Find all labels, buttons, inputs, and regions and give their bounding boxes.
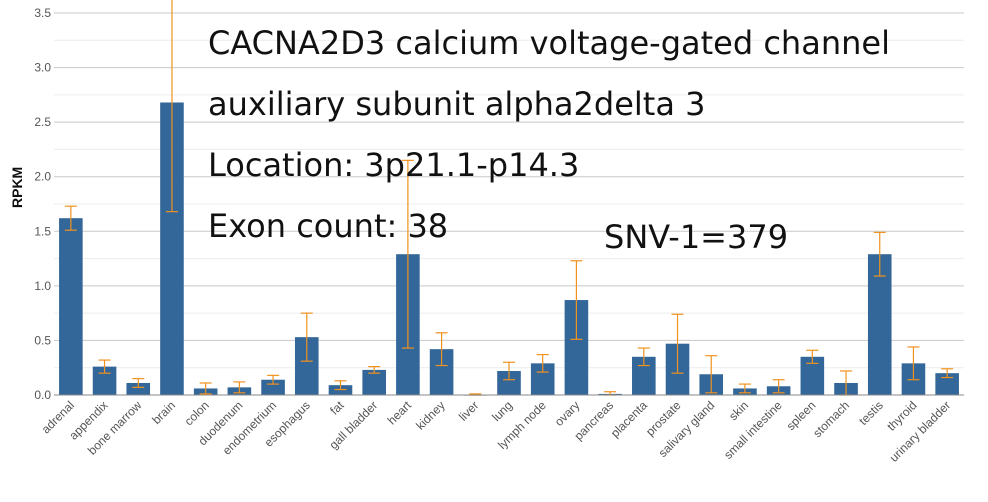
error-bar	[199, 382, 212, 395]
y-tick-label: 3.0	[34, 61, 51, 75]
bar-lymph-node	[530, 363, 555, 395]
bar-brain	[160, 102, 184, 396]
error-bar	[300, 312, 313, 362]
error-bar	[705, 355, 718, 394]
error-bar	[368, 366, 381, 374]
bar-gall-bladder	[362, 369, 386, 395]
x-tick-label: urinary bladder	[887, 398, 954, 465]
error-bar	[941, 368, 954, 379]
y-axis-ticks: 0.0 0.5 1.0 1.5 2.0 2.5 3.0 3.5	[34, 6, 51, 402]
bar-esophagus	[294, 337, 319, 395]
x-tick-label: heart	[385, 398, 415, 428]
error-bar	[806, 349, 819, 364]
gene-title-line-2: auxiliary subunit alpha2delta 3	[208, 85, 706, 123]
y-tick-label: 0.5	[34, 333, 51, 347]
error-bar	[536, 354, 549, 373]
bar-lung	[497, 370, 521, 395]
gene-exon-count: Exon count: 38	[208, 207, 449, 245]
error-bar	[637, 347, 650, 367]
y-axis-label: RPKM	[9, 166, 25, 208]
bar-urinary-bladder	[935, 373, 959, 395]
bar-adrenal	[59, 218, 83, 395]
error-bar	[738, 383, 751, 394]
x-tick-label: ovary	[552, 398, 583, 429]
error-bar	[165, 0, 178, 213]
bar-ovary	[564, 300, 589, 395]
error-bar	[503, 361, 515, 381]
y-tick-label: 2.5	[34, 115, 51, 129]
error-bar	[907, 346, 920, 381]
error-bar	[570, 260, 583, 340]
error-bar	[873, 231, 886, 277]
x-tick-label: stomach	[810, 398, 852, 440]
y-tick-label: 1.5	[34, 224, 51, 238]
error-bars	[64, 0, 954, 396]
y-tick-label: 0.0	[34, 388, 51, 402]
snv-count: SNV-1=379	[604, 218, 789, 256]
gene-title-line-1: CACNA2D3 calcium voltage-gated channel	[208, 24, 890, 62]
x-tick-label: skin	[726, 398, 751, 423]
gene-location: Location: 3p21.1-p14.3	[208, 146, 580, 184]
x-tick-label: lung	[489, 398, 515, 424]
error-bar	[267, 374, 280, 385]
error-bar	[64, 205, 77, 231]
x-tick-label: colon	[182, 398, 212, 428]
y-tick-label: 2.0	[34, 170, 51, 184]
x-tick-label: testis	[856, 398, 886, 428]
error-bar	[132, 378, 145, 388]
error-bar	[772, 379, 785, 394]
error-bar	[671, 313, 684, 374]
bar-placenta	[632, 356, 656, 395]
x-tick-label: brain	[149, 398, 178, 427]
bar-testis	[867, 254, 892, 395]
error-bar	[334, 380, 347, 391]
error-bar	[401, 159, 414, 349]
x-tick-label: placenta	[608, 398, 650, 440]
bar-bone-marrow	[126, 382, 151, 395]
error-bar	[435, 332, 448, 367]
error-bar	[233, 381, 246, 394]
x-tick-label: fat	[327, 398, 347, 418]
error-bar	[98, 359, 111, 374]
y-tick-label: 1.0	[34, 279, 51, 293]
bar-spleen	[800, 356, 825, 395]
y-tick-label: 3.5	[34, 6, 51, 20]
x-tick-label: liver	[456, 398, 481, 423]
x-tick-label: kidney	[413, 398, 447, 432]
grid-lines	[54, 12, 964, 396]
bar-kidney	[429, 349, 454, 395]
